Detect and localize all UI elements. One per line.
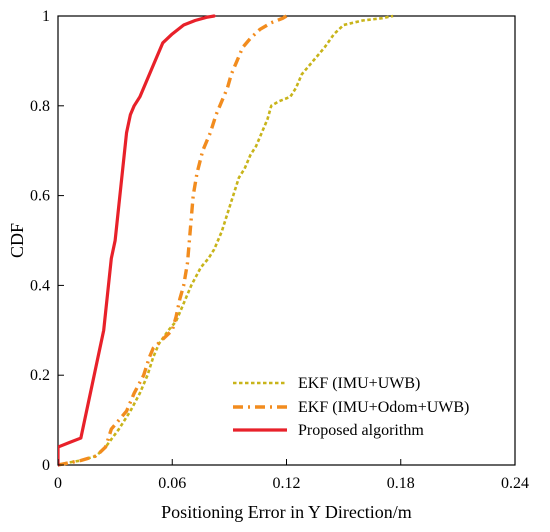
x-tick-label: 0 (54, 475, 62, 492)
x-tick-label: 0.24 (501, 475, 529, 492)
x-axis-title: Positioning Error in Y Direction/m (161, 502, 412, 522)
x-tick-label: 0.12 (273, 475, 301, 492)
x-tick-label: 0.18 (387, 475, 415, 492)
legend-label-1: EKF (IMU+UWB) (298, 375, 420, 392)
legend-label-3: Proposed algorithm (298, 422, 424, 439)
series-layer (58, 14, 394, 467)
legend-label-2: EKF (IMU+Odom+UWB) (298, 399, 469, 416)
series-line-2 (58, 14, 288, 467)
y-axis-title: CDF (7, 223, 27, 258)
y-tick-label: 0.8 (30, 98, 50, 115)
plot-area (57, 15, 516, 466)
y-tick-label: 0.6 (30, 188, 50, 205)
plot-frame (57, 15, 516, 466)
series-line-3 (58, 14, 216, 467)
y-tick-label: 0.2 (30, 367, 50, 384)
legend: EKF (IMU+UWB) EKF (IMU+Odom+UWB) Proposed … (233, 375, 469, 439)
y-tick-label: 0 (42, 457, 50, 474)
axes-layer: 0 0.06 0.12 0.18 0.24 0 0.2 0.4 0.6 0.8 1 (30, 8, 529, 492)
y-tick-label: 1 (42, 8, 50, 25)
x-tick-label: 0.06 (158, 475, 186, 492)
y-tick-label: 0.4 (30, 277, 50, 294)
series-line-1 (58, 14, 394, 467)
